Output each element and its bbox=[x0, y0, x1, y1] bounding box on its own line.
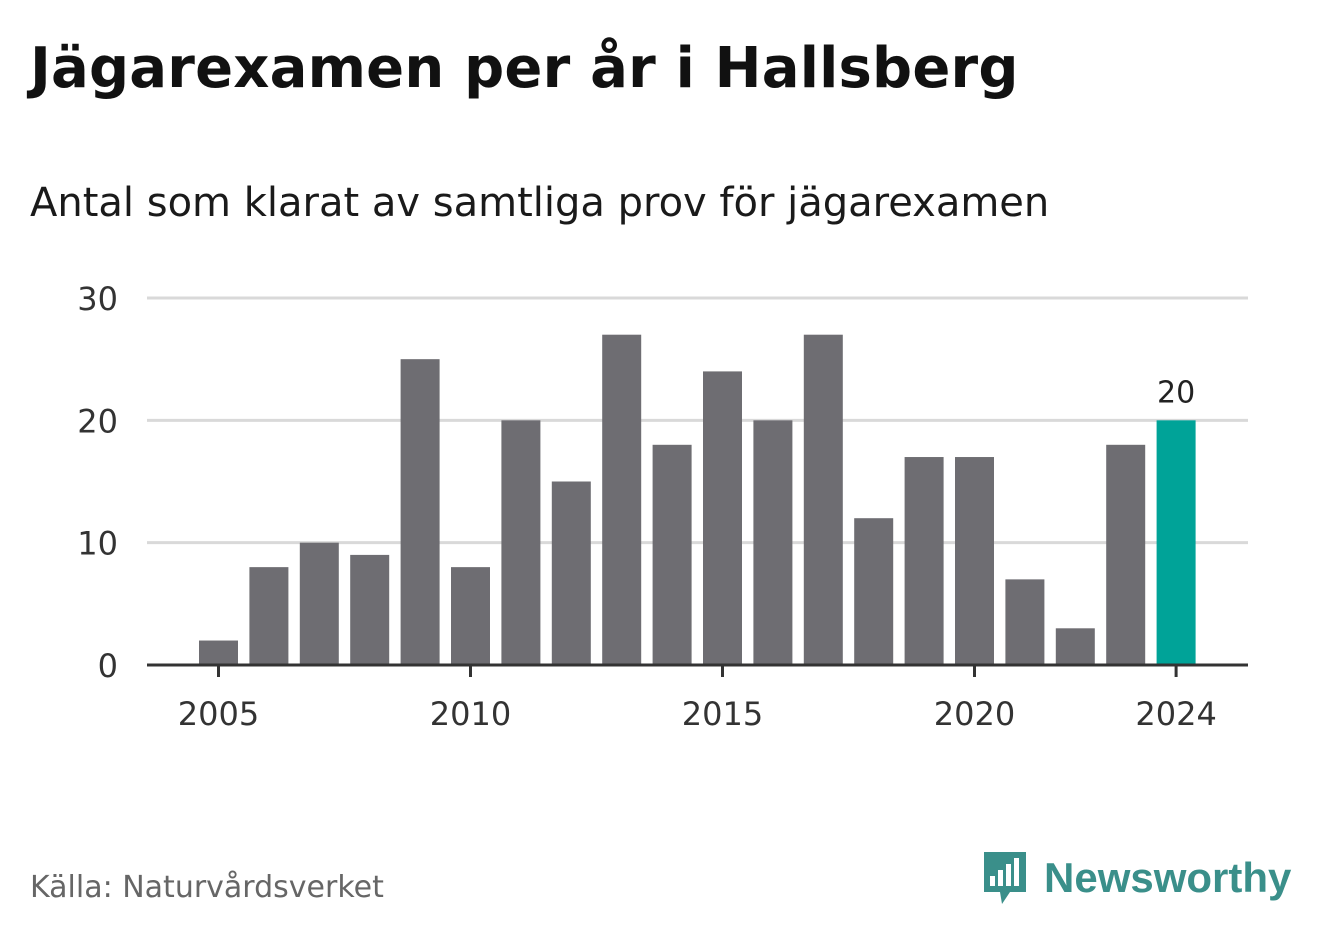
bar-2008 bbox=[350, 554, 390, 665]
bar-2006 bbox=[249, 567, 289, 665]
bar-2022 bbox=[1055, 628, 1095, 665]
x-tick-label: 2024 bbox=[1135, 695, 1216, 733]
bar-2023 bbox=[1106, 444, 1146, 665]
data-label: 20 bbox=[1157, 375, 1195, 410]
bars bbox=[199, 334, 1196, 665]
y-tick-label: 30 bbox=[77, 280, 118, 318]
bar-2014 bbox=[652, 444, 692, 665]
bar-2021 bbox=[1005, 579, 1045, 665]
bar-2009 bbox=[400, 359, 440, 665]
bar-2012 bbox=[551, 481, 591, 665]
x-tick-label: 2010 bbox=[430, 695, 511, 733]
brand-logo: Newsworthy bbox=[980, 848, 1291, 908]
x-tick-label: 2015 bbox=[682, 695, 763, 733]
y-tick-label: 0 bbox=[98, 647, 118, 685]
bar-2016 bbox=[753, 420, 793, 665]
chart-subtitle: Antal som klarat av samtliga prov för jä… bbox=[30, 180, 1050, 226]
grid-lines bbox=[147, 296, 1248, 545]
x-tick-label: 2020 bbox=[934, 695, 1015, 733]
bar-2011 bbox=[501, 420, 541, 665]
bar-2010 bbox=[451, 567, 490, 665]
data-labels: 20 bbox=[1157, 375, 1195, 410]
x-tick-label: 2005 bbox=[178, 695, 259, 733]
bar-2020 bbox=[955, 457, 994, 665]
bar-2019 bbox=[904, 457, 944, 665]
bar-2024 bbox=[1156, 420, 1196, 665]
y-axis-labels: 0 10 20 30 bbox=[77, 280, 118, 685]
bar-2007 bbox=[299, 542, 339, 665]
chart-title: Jägarexamen per år i Hallsberg bbox=[30, 36, 1019, 101]
bar-2017 bbox=[803, 334, 843, 665]
bar-2018 bbox=[854, 518, 894, 665]
brand-name: Newsworthy bbox=[1044, 854, 1292, 901]
x-axis-ticks: 2005 2010 2015 2020 2024 bbox=[178, 665, 1217, 733]
source-note: Källa: Naturvårdsverket bbox=[30, 870, 384, 905]
y-tick-label: 20 bbox=[77, 402, 118, 440]
bar-2015 bbox=[703, 371, 742, 665]
bar-chart: 0 10 20 30 20 2005 2010 2015 2020 2024 bbox=[77, 280, 1248, 733]
newsworthy-logo-icon bbox=[984, 852, 1026, 904]
bar-2013 bbox=[602, 334, 642, 665]
y-tick-label: 10 bbox=[77, 525, 118, 563]
bar-2005 bbox=[199, 640, 238, 665]
